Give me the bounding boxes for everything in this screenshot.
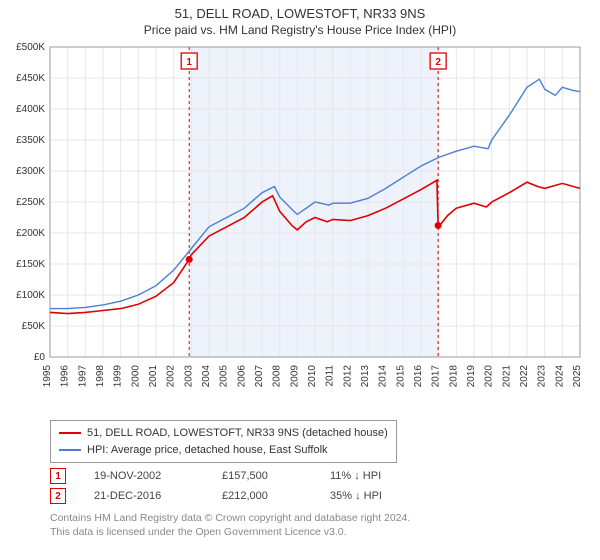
svg-text:£400K: £400K: [16, 104, 45, 115]
legend: 51, DELL ROAD, LOWESTOFT, NR33 9NS (deta…: [50, 420, 397, 463]
svg-text:1: 1: [186, 57, 192, 68]
svg-text:2007: 2007: [254, 365, 265, 388]
sale-date: 21-DEC-2016: [94, 490, 194, 502]
sale-date: 19-NOV-2002: [94, 470, 194, 482]
svg-text:2022: 2022: [519, 365, 530, 388]
svg-text:2015: 2015: [395, 365, 406, 388]
footnote: Contains HM Land Registry data © Crown c…: [50, 512, 410, 539]
sale-price: £212,000: [222, 490, 302, 502]
svg-text:2024: 2024: [554, 365, 565, 388]
svg-text:2012: 2012: [342, 365, 353, 388]
footnote-line: This data is licensed under the Open Gov…: [50, 526, 410, 540]
sale-delta: 11% ↓ HPI: [330, 470, 410, 482]
sale-row-1: 1 19-NOV-2002 £157,500 11% ↓ HPI: [50, 466, 410, 486]
svg-text:£450K: £450K: [16, 73, 45, 84]
svg-text:1996: 1996: [60, 365, 71, 388]
svg-text:2013: 2013: [360, 365, 371, 388]
svg-text:2025: 2025: [572, 365, 583, 388]
svg-text:2019: 2019: [466, 365, 477, 388]
legend-label-property: 51, DELL ROAD, LOWESTOFT, NR33 9NS (deta…: [87, 425, 388, 442]
legend-swatch-property: [59, 432, 81, 434]
svg-text:£500K: £500K: [16, 42, 45, 53]
sale-price: £157,500: [222, 470, 302, 482]
svg-text:2003: 2003: [183, 365, 194, 388]
svg-text:£100K: £100K: [16, 290, 45, 301]
svg-text:2008: 2008: [272, 365, 283, 388]
svg-text:2011: 2011: [325, 365, 336, 387]
svg-text:2016: 2016: [413, 365, 424, 388]
svg-text:1995: 1995: [42, 365, 53, 388]
svg-text:£250K: £250K: [16, 197, 45, 208]
legend-swatch-hpi: [59, 449, 81, 451]
svg-text:£0: £0: [34, 352, 46, 363]
legend-label-hpi: HPI: Average price, detached house, East…: [87, 442, 328, 459]
sale-marker-icon: 1: [50, 468, 66, 484]
legend-item-property: 51, DELL ROAD, LOWESTOFT, NR33 9NS (deta…: [59, 425, 388, 442]
svg-text:2009: 2009: [289, 365, 300, 388]
svg-text:2002: 2002: [166, 365, 177, 388]
svg-text:2001: 2001: [148, 365, 159, 388]
chart-title: 51, DELL ROAD, LOWESTOFT, NR33 9NS: [0, 0, 600, 21]
svg-text:2014: 2014: [378, 365, 389, 388]
svg-text:2017: 2017: [431, 365, 442, 388]
svg-text:1998: 1998: [95, 365, 106, 388]
footnote-line: Contains HM Land Registry data © Crown c…: [50, 512, 410, 526]
sale-delta: 35% ↓ HPI: [330, 490, 410, 502]
svg-text:2020: 2020: [484, 365, 495, 388]
svg-text:£350K: £350K: [16, 135, 45, 146]
svg-text:2010: 2010: [307, 365, 318, 388]
svg-text:1999: 1999: [113, 365, 124, 388]
sales-table: 1 19-NOV-2002 £157,500 11% ↓ HPI 2 21-DE…: [50, 466, 410, 506]
svg-text:£150K: £150K: [16, 259, 45, 270]
svg-text:2018: 2018: [448, 365, 459, 388]
svg-text:£50K: £50K: [22, 321, 46, 332]
line-chart-svg: £0 £50K £100K £150K £200K £250K £300K £350K £400…: [0, 41, 600, 401]
legend-item-hpi: HPI: Average price, detached house, East…: [59, 442, 388, 459]
sale-marker-icon: 2: [50, 488, 66, 504]
svg-text:£300K: £300K: [16, 166, 45, 177]
svg-text:2000: 2000: [130, 365, 141, 388]
chart-area: £0 £50K £100K £150K £200K £250K £300K £350K £400…: [0, 41, 600, 401]
svg-text:£200K: £200K: [16, 228, 45, 239]
svg-text:2021: 2021: [501, 365, 512, 388]
svg-text:2006: 2006: [236, 365, 247, 388]
svg-text:2004: 2004: [201, 365, 212, 388]
svg-text:2023: 2023: [537, 365, 548, 388]
svg-text:2: 2: [435, 57, 441, 68]
chart-subtitle: Price paid vs. HM Land Registry's House …: [0, 21, 600, 41]
svg-text:1997: 1997: [77, 365, 88, 388]
chart-container: 51, DELL ROAD, LOWESTOFT, NR33 9NS Price…: [0, 0, 600, 560]
sale-row-2: 2 21-DEC-2016 £212,000 35% ↓ HPI: [50, 486, 410, 506]
svg-text:2005: 2005: [219, 365, 230, 388]
